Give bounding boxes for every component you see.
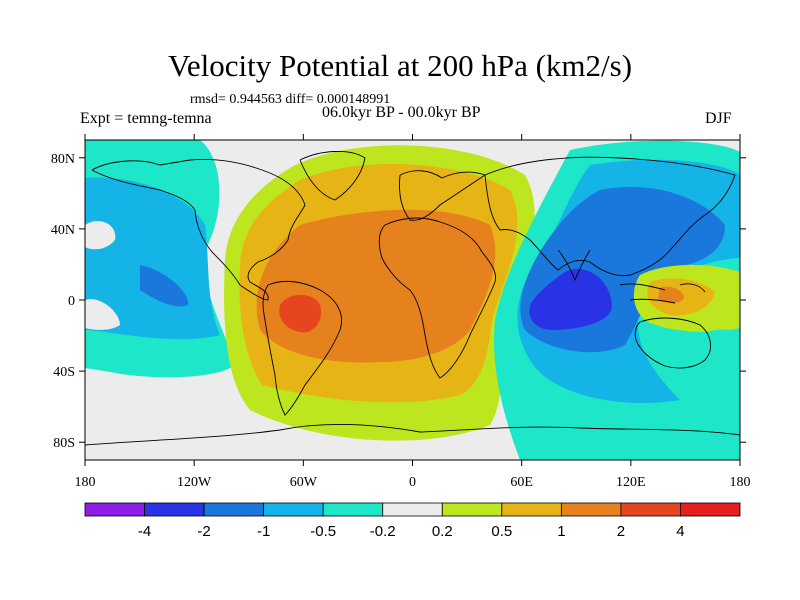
coast-antarctica	[85, 423, 740, 446]
coast-india	[557, 249, 591, 282]
colorbar-label: -0.5	[310, 523, 336, 540]
longitude-axis: 180 120W 60W 0 60E 120E 180	[75, 134, 751, 490]
coast-greenland	[299, 150, 366, 201]
coastlines	[85, 150, 740, 446]
contour-pacific-west-hole-n	[85, 220, 116, 250]
colorbar-label: 0.5	[491, 523, 512, 540]
season-label: DJF	[705, 110, 732, 127]
colorbar-label: 4	[676, 523, 684, 540]
colorbar-swatch	[144, 502, 205, 517]
contour-atlantic-orange	[256, 209, 496, 363]
contour-pacific-west-hole-s	[85, 299, 120, 330]
colorbar-swatch	[620, 502, 681, 517]
experiment-label: Expt = temng-temna	[80, 110, 212, 127]
lat-tick-label: 40N	[51, 223, 75, 238]
coast-australia	[634, 317, 711, 369]
coast-europe	[399, 170, 487, 221]
colorbar-swatch	[203, 502, 265, 517]
colorbar-swatch	[382, 502, 443, 517]
colorbar-label: -2	[197, 523, 210, 540]
colorbar-label: -0.2	[370, 523, 396, 540]
latitude-axis: 80N 40N 0 40S 80S	[51, 152, 746, 451]
colorbar-swatch	[322, 502, 384, 517]
colorbar-label: 2	[617, 523, 625, 540]
lon-tick-label: 180	[75, 475, 96, 490]
colorbar: -4 -2 -1 -0.5 -0.2 0.2 0.5 1 2 4	[84, 502, 741, 540]
lat-tick-label: 80N	[51, 152, 75, 167]
colorbar-swatch	[560, 502, 622, 517]
period-label: 06.0kyr BP - 00.0kyr BP	[322, 104, 481, 121]
lon-tick-label: 120E	[616, 475, 646, 490]
contour-pacific-west-inner	[140, 265, 189, 307]
colorbar-swatch	[263, 502, 324, 517]
colorbar-label: -1	[257, 523, 270, 540]
colorbar-label: 0.2	[432, 523, 453, 540]
contour-indian-core	[529, 268, 613, 330]
lon-tick-label: 120W	[177, 475, 212, 490]
coast-africa	[378, 217, 497, 379]
coast-indonesia	[619, 283, 706, 304]
colorbar-swatch	[680, 502, 741, 517]
lon-tick-label: 60E	[510, 475, 533, 490]
lat-tick-label: 80S	[53, 436, 75, 451]
coast-north-america	[91, 159, 306, 301]
colorbar-swatch	[501, 502, 562, 517]
lat-tick-label: 0	[68, 294, 75, 309]
lon-tick-label: 180	[730, 475, 751, 490]
coast-asia	[484, 156, 736, 277]
contour-atlantic-core	[279, 294, 322, 333]
contour-maritime-orange	[658, 286, 684, 304]
colorbar-swatch	[441, 502, 503, 517]
lon-tick-label: 0	[409, 475, 416, 490]
colorbar-label: 1	[557, 523, 565, 540]
lat-tick-label: 40S	[53, 365, 75, 380]
coast-south-america	[262, 280, 342, 416]
contour-field	[85, 140, 740, 460]
colorbar-label: -4	[138, 523, 151, 540]
colorbar-swatch	[84, 502, 145, 517]
lon-tick-label: 60W	[290, 475, 318, 490]
chart-title: Velocity Potential at 200 hPa (km2/s)	[167, 48, 633, 83]
stats-text: rmsd= 0.944563 diff= 0.000148991	[190, 92, 391, 107]
